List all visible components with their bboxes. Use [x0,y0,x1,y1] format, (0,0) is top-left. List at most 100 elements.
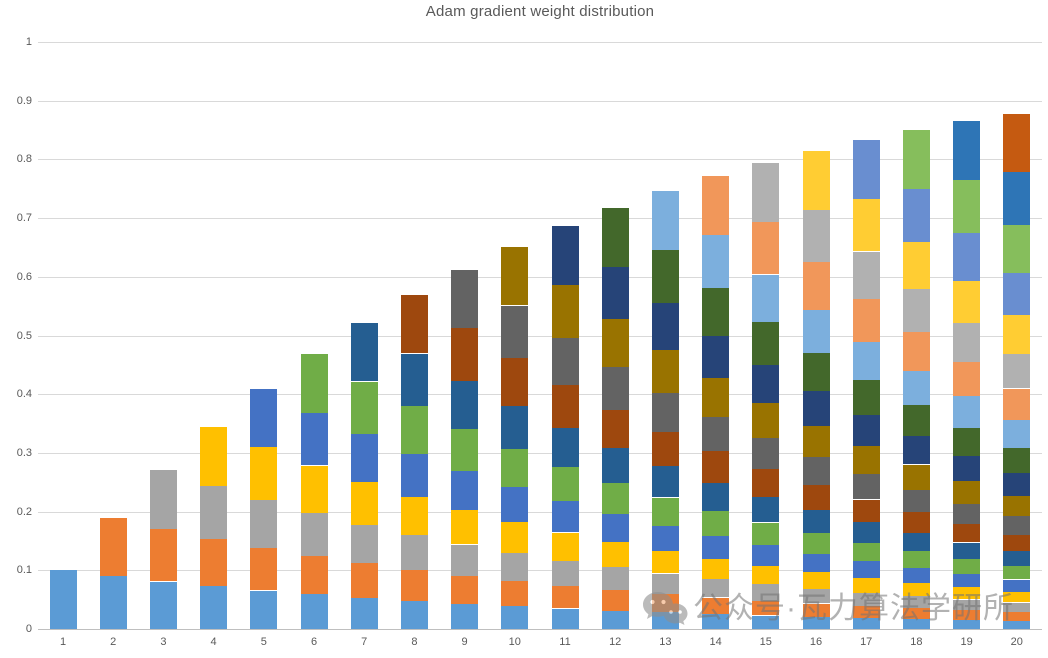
bar-segment[interactable] [852,380,880,415]
bar-segment[interactable] [1003,272,1031,316]
bar-segment[interactable] [150,528,177,582]
bar-segment[interactable] [852,522,880,543]
bar-segment[interactable] [551,501,579,533]
bar-segment[interactable] [903,370,930,406]
bar-segment[interactable] [451,381,479,429]
bar-segment[interactable] [250,447,278,501]
bar-segment[interactable] [702,558,730,580]
bar-segment[interactable] [752,163,780,222]
bar-segment[interactable] [903,332,930,371]
bar-segment[interactable] [903,582,930,597]
bar-segment[interactable] [401,353,428,407]
bar-segment[interactable] [49,570,77,629]
bar-segment[interactable] [953,620,981,629]
bar-segment[interactable] [601,514,629,543]
bar-segment[interactable] [601,448,629,483]
bar-segment[interactable] [200,538,228,587]
bar-segment[interactable] [1003,516,1031,535]
bar-segment[interactable] [802,603,830,617]
bar-segment[interactable] [551,585,579,609]
bar-segment[interactable] [1003,612,1031,622]
bar-segment[interactable] [953,480,981,504]
bar-segment[interactable] [451,428,479,472]
bar-segment[interactable] [752,274,780,322]
bar-segment[interactable] [802,262,830,310]
bar-segment[interactable] [752,545,780,566]
bar-segment[interactable] [953,559,981,574]
bar-segment[interactable] [752,469,780,498]
bar-segment[interactable] [903,619,930,629]
bar-segment[interactable] [652,594,679,613]
bar-segment[interactable] [250,547,278,591]
bar-segment[interactable] [1003,473,1031,496]
bar-segment[interactable] [752,615,780,629]
bar-segment[interactable] [99,576,127,629]
bar-segment[interactable] [300,465,328,513]
bar-segment[interactable] [852,561,880,578]
bar-segment[interactable] [501,553,529,582]
bar-segment[interactable] [401,496,428,536]
bar-segment[interactable] [802,457,830,486]
bar-segment[interactable] [802,425,830,458]
bar-segment[interactable] [752,438,780,470]
bar-segment[interactable] [401,535,428,570]
bar-segment[interactable] [702,176,730,236]
bar-segment[interactable] [551,560,579,586]
bar-segment[interactable] [1003,591,1031,603]
bar-segment[interactable] [1003,353,1031,389]
bar-segment[interactable] [752,403,780,438]
bar-segment[interactable] [652,573,679,594]
bar-segment[interactable] [451,603,479,629]
bar-segment[interactable] [501,358,529,406]
bar-segment[interactable] [852,140,880,199]
bar-segment[interactable] [903,489,930,513]
bar-segment[interactable] [401,406,428,454]
bar-segment[interactable] [752,364,780,404]
bar-segment[interactable] [702,614,730,629]
bar-segment[interactable] [852,251,880,300]
bar-segment[interactable] [1003,447,1031,473]
bar-segment[interactable] [752,600,780,616]
bar-segment[interactable] [903,551,930,568]
bar-segment[interactable] [852,592,880,606]
bar-segment[interactable] [802,310,830,353]
bar-segment[interactable] [250,590,278,629]
bar-segment[interactable] [802,572,830,589]
bar-segment[interactable] [852,499,880,523]
bar-segment[interactable] [501,405,529,449]
bar-segment[interactable] [601,482,629,515]
bar-segment[interactable] [501,606,529,629]
bar-segment[interactable] [953,610,981,621]
bar-segment[interactable] [702,288,730,336]
bar-segment[interactable] [1003,419,1031,448]
bar-segment[interactable] [1003,495,1031,517]
bar-segment[interactable] [752,584,780,601]
bar-segment[interactable] [652,612,679,629]
bar-segment[interactable] [1003,172,1031,225]
bar-segment[interactable] [601,542,629,568]
bar-segment[interactable] [99,517,127,577]
bar-segment[interactable] [350,322,378,382]
bar-segment[interactable] [852,341,880,381]
bar-segment[interactable] [1003,602,1031,613]
bar-segment[interactable] [501,246,529,306]
bar-segment[interactable] [551,466,579,502]
bar-segment[interactable] [953,427,981,456]
bar-segment[interactable] [702,510,730,536]
bar-segment[interactable] [200,586,228,629]
bar-segment[interactable] [652,191,679,250]
bar-segment[interactable] [551,532,579,561]
bar-segment[interactable] [702,535,730,559]
bar-segment[interactable] [802,209,830,263]
bar-segment[interactable] [752,522,780,546]
bar-segment[interactable] [852,474,880,500]
bar-segment[interactable] [150,581,177,629]
bar-segment[interactable] [953,121,981,181]
bar-segment[interactable] [401,294,428,354]
bar-segment[interactable] [702,451,730,483]
bar-segment[interactable] [752,322,780,365]
bar-segment[interactable] [601,409,629,449]
bar-segment[interactable] [451,328,479,381]
bar-segment[interactable] [852,606,880,619]
bar-segment[interactable] [501,448,529,488]
